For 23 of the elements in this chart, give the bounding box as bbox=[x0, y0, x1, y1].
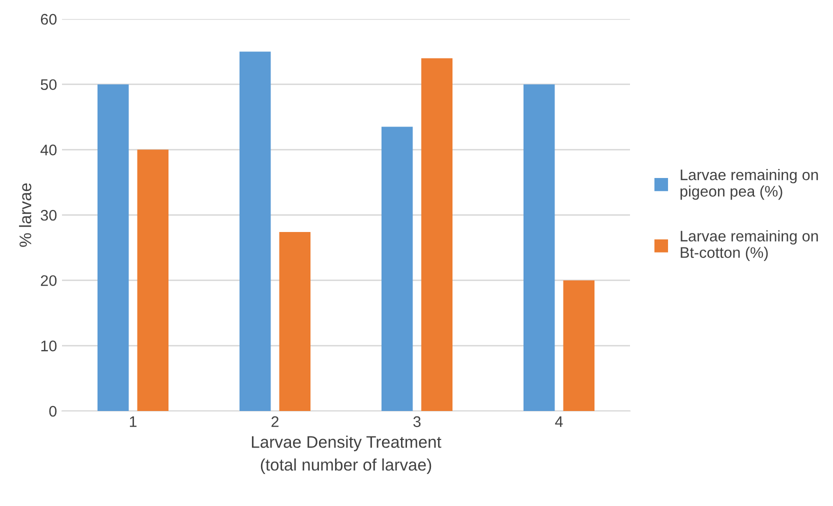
legend-label: Larvae remaining on pigeon pea (%) bbox=[680, 169, 818, 200]
y-tick-label: 50 bbox=[40, 79, 57, 90]
legend-label: Larvae remaining on Bt-cotton (%) bbox=[680, 230, 818, 261]
bar bbox=[563, 280, 594, 411]
bar bbox=[98, 84, 129, 411]
y-tick-label: 10 bbox=[41, 340, 57, 352]
bar bbox=[421, 58, 452, 411]
x-tick-label: 3 bbox=[413, 416, 421, 428]
bar bbox=[240, 52, 271, 411]
x-axis-title: Larvae Density Treatment (total number of larvae) bbox=[252, 436, 442, 474]
bar bbox=[524, 84, 555, 411]
y-tick-label: 20 bbox=[40, 275, 57, 286]
bar bbox=[279, 232, 310, 411]
x-tick-label: 2 bbox=[272, 416, 278, 427]
x-tick-label: 4 bbox=[555, 416, 563, 427]
y-tick-label: 30 bbox=[40, 210, 57, 221]
y-tick-label: 60 bbox=[40, 14, 57, 25]
y-axis-title: % larvae bbox=[19, 183, 32, 247]
y-tick-label: 0 bbox=[49, 406, 57, 417]
bar bbox=[137, 150, 168, 411]
x-tick-label: 1 bbox=[130, 416, 137, 427]
y-tick-label: 40 bbox=[40, 144, 57, 156]
bar bbox=[382, 126, 413, 411]
